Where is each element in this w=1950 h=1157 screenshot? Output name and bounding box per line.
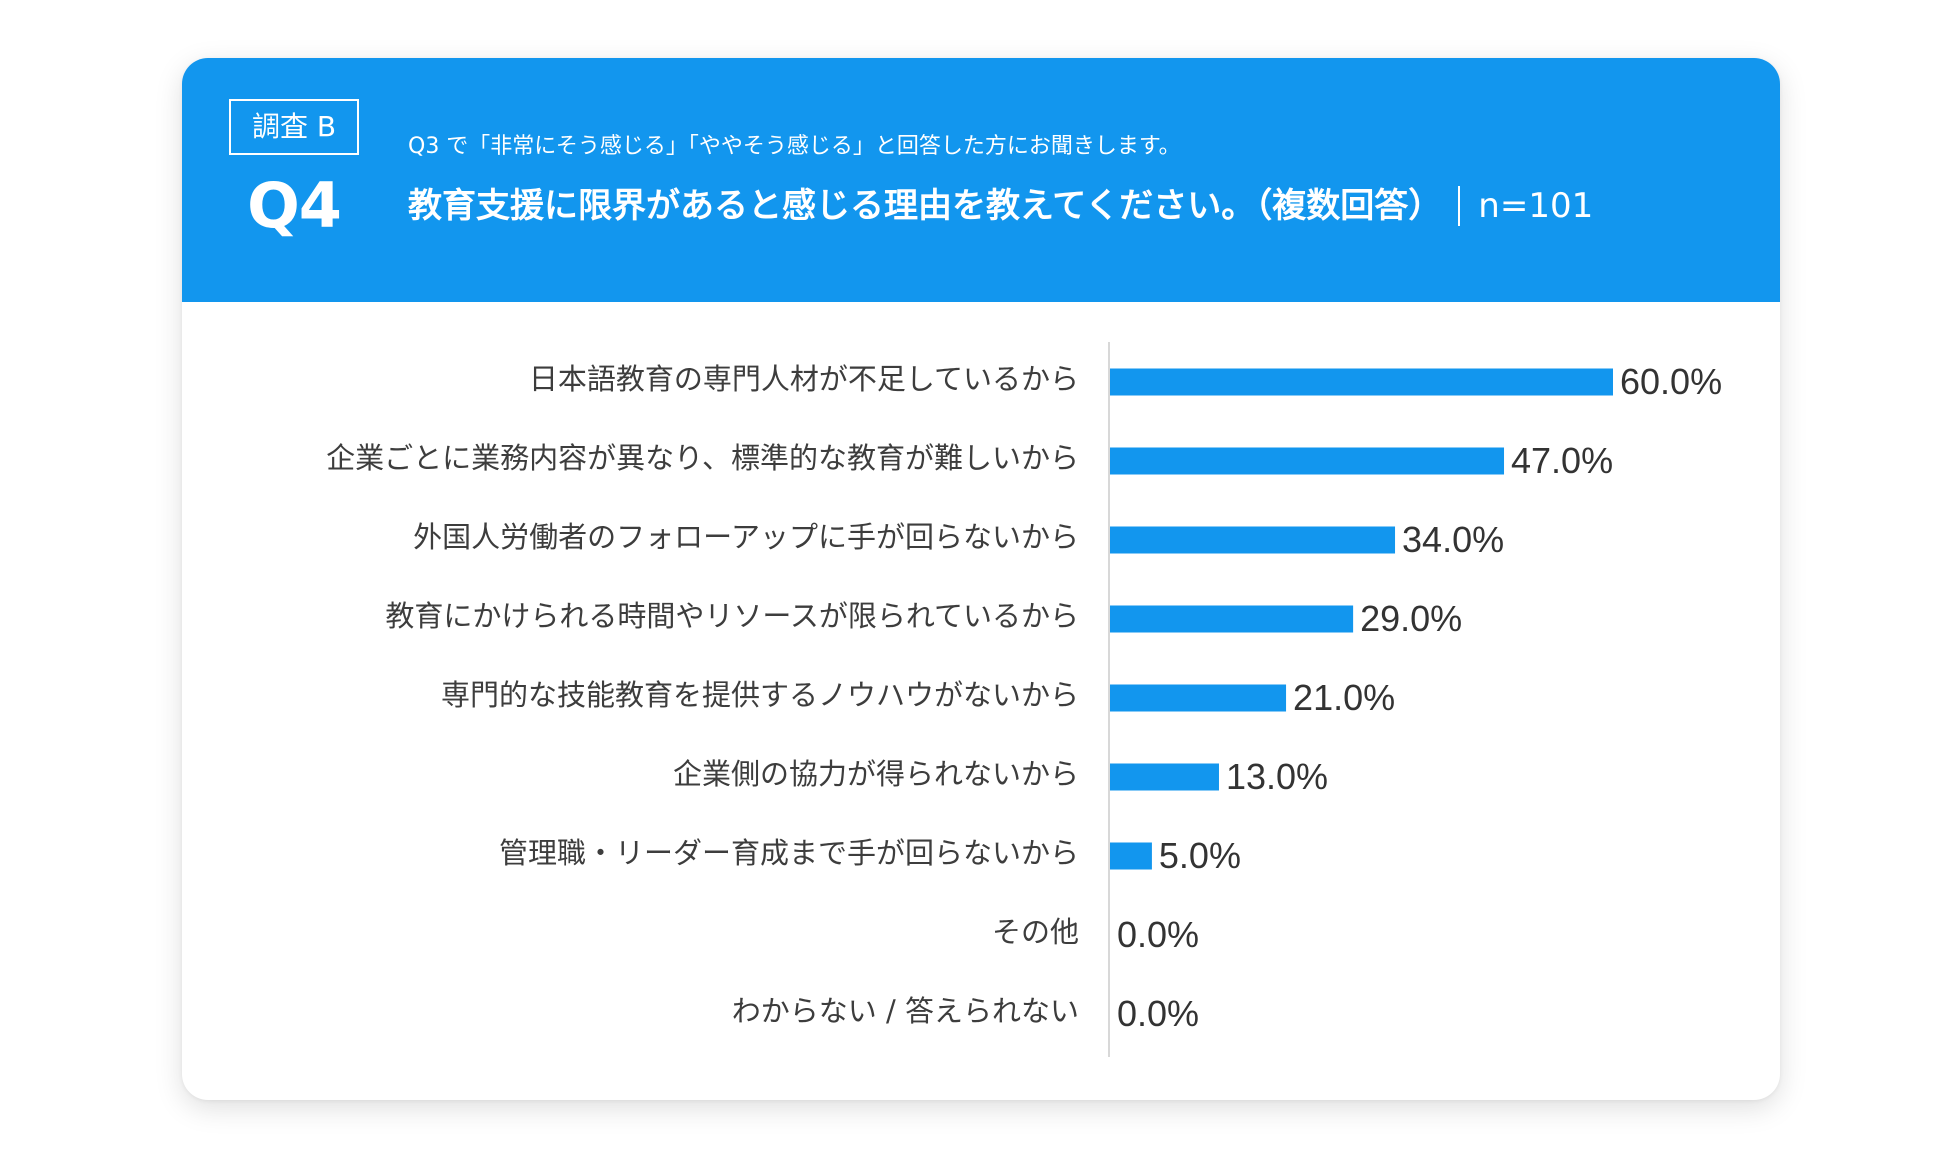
value-label: 21.0% [1293,677,1395,718]
value-label: 47.0% [1511,440,1613,481]
question-header: 調査 B Q4 Q3 で「非常にそう感じる」「ややそう感じる」と回答した方にお聞… [182,58,1780,302]
category-label: わからない / 答えられない [732,994,1079,1028]
bar [1110,684,1287,712]
bar-chart: 日本語教育の専門人材が不足しているから 60.0% 企業ごとに業務内容が異なり、標準… [326,342,1722,1057]
survey-card: 調査 B Q4 Q3 で「非常にそう感じる」「ややそう感じる」と回答した方にお聞… [182,58,1780,1100]
question-number: Q4 [247,169,342,242]
bar [1110,842,1152,870]
category-label: 企業ごとに業務内容が異なり、標準的な教育が難しいから [326,441,1079,475]
value-label: 13.0% [1226,756,1328,797]
category-label: 企業側の協力が得られないから [673,757,1079,791]
category-label: 専門的な技能教育を提供するノウハウがないから [441,678,1079,712]
value-label: 0.0% [1117,993,1199,1034]
value-label: 5.0% [1159,835,1241,876]
header-divider [1458,186,1461,226]
question-text: 教育支援に限界があると感じる理由を教えてください。（複数回答） [408,186,1443,226]
value-label: 0.0% [1117,914,1199,955]
category-label: 管理職・リーダー育成まで手が回らないから [499,836,1079,870]
category-label: 日本語教育の専門人材が不足しているから [529,362,1079,396]
value-label: 29.0% [1360,598,1462,639]
bar [1110,368,1613,396]
bar [1110,447,1505,475]
bar [1110,526,1396,554]
bar [1110,763,1219,791]
value-label: 34.0% [1402,519,1504,560]
category-label: 教育にかけられる時間やリソースが限られているから [385,599,1079,633]
sample-size: n=101 [1478,186,1594,226]
value-label: 60.0% [1620,361,1722,402]
pre-question-text: Q3 で「非常にそう感じる」「ややそう感じる」と回答した方にお聞きします。 [408,134,1181,159]
bar [1110,605,1354,633]
category-label: その他 [992,915,1079,949]
survey-badge: 調査 B [229,99,359,155]
category-label: 外国人労働者のフォローアップに手が回らないから [413,520,1079,554]
question-row: 教育支援に限界があると感じる理由を教えてください。（複数回答） n=101 [408,176,1593,236]
